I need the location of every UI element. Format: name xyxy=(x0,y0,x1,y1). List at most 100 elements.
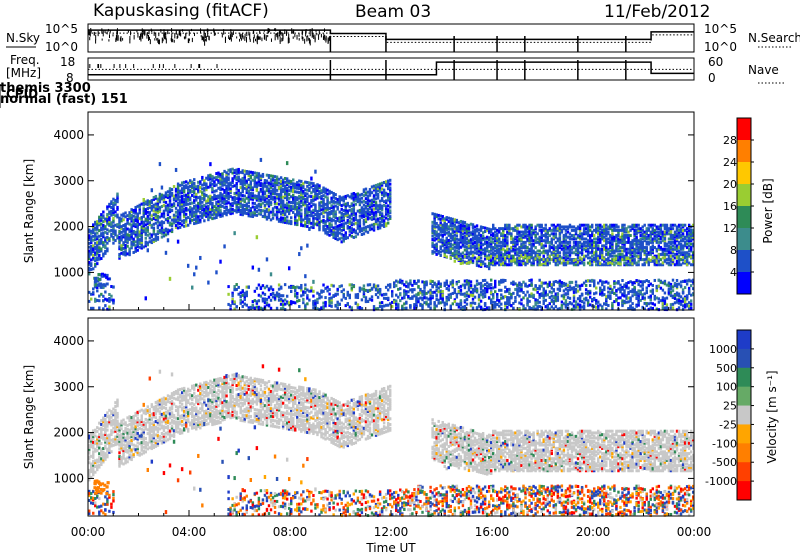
heatmap-cell xyxy=(145,237,147,240)
heatmap-cell xyxy=(387,288,389,291)
heatmap-cell xyxy=(389,215,391,218)
heatmap-cell xyxy=(324,296,326,299)
heatmap-cell xyxy=(112,236,114,239)
heatmap-cell xyxy=(302,298,304,301)
heatmap-cell xyxy=(520,288,522,291)
heatmap-cell xyxy=(357,233,359,236)
heatmap-cell xyxy=(116,214,118,217)
heatmap-cell xyxy=(322,198,324,201)
heatmap-cell xyxy=(322,215,324,218)
heatmap-cell xyxy=(454,260,456,263)
heatmap-cell xyxy=(413,288,415,291)
heatmap-cell xyxy=(108,305,110,308)
heatmap-cell xyxy=(171,228,173,231)
heatmap-cell xyxy=(385,293,387,296)
heatmap-cell xyxy=(480,256,482,259)
heatmap-cell xyxy=(442,298,444,301)
heatmap-cell xyxy=(476,289,478,292)
heatmap-cell xyxy=(167,238,169,242)
heatmap-cell xyxy=(341,299,343,302)
heatmap-cell xyxy=(439,283,441,286)
heatmap-cell xyxy=(522,291,524,294)
heatmap-cell xyxy=(389,209,391,212)
heatmap-cell xyxy=(233,300,235,303)
heatmap-cell xyxy=(456,234,458,237)
heatmap-cell xyxy=(579,297,581,300)
heatmap-cell xyxy=(235,305,237,308)
heatmap-cell xyxy=(452,280,454,283)
heatmap-cell xyxy=(227,176,229,179)
heatmap-cell xyxy=(454,300,456,303)
heatmap-cell xyxy=(349,296,351,299)
heatmap-cell xyxy=(540,285,542,288)
heatmap-cell xyxy=(266,257,268,261)
heatmap-cell xyxy=(389,179,391,182)
heatmap-cell xyxy=(343,288,345,291)
heatmap-cell xyxy=(112,302,114,305)
heatmap-cell xyxy=(290,221,292,225)
heatmap-cell xyxy=(106,232,108,235)
nave-tick-top: 60 xyxy=(708,55,723,69)
heatmap-cell xyxy=(381,212,383,215)
heatmap-cell xyxy=(532,294,534,297)
heatmap-cell xyxy=(405,301,407,304)
heatmap-cell xyxy=(92,267,94,270)
heatmap-cell xyxy=(312,290,314,293)
heatmap-cell xyxy=(506,306,508,309)
heatmap-cell xyxy=(530,224,532,227)
heatmap-cell xyxy=(417,285,419,288)
heatmap-cell xyxy=(205,182,207,185)
heatmap-cell xyxy=(498,237,500,240)
heatmap-cell xyxy=(286,161,288,165)
heatmap-cell xyxy=(353,285,355,288)
heatmap-cell xyxy=(195,266,197,270)
heatmap-cell xyxy=(102,211,104,214)
heatmap-cell xyxy=(496,295,498,298)
heatmap-cell xyxy=(454,288,456,291)
heatmap-cell xyxy=(296,292,298,295)
heatmap-cell xyxy=(494,282,496,285)
heatmap-cell xyxy=(246,291,248,295)
heatmap-cell xyxy=(187,264,189,268)
heatmap-cell xyxy=(308,299,310,302)
heatmap-cell xyxy=(409,304,411,307)
heatmap-cell xyxy=(446,255,448,258)
heatmap-cell xyxy=(351,306,353,309)
freq-tick-top: 18 xyxy=(60,55,75,69)
heatmap-cell xyxy=(563,295,565,298)
heatmap-cell xyxy=(203,219,205,222)
heatmap-cell xyxy=(159,162,161,166)
heatmap-cell xyxy=(460,289,462,292)
heatmap-cell xyxy=(304,283,306,286)
heatmap-cell xyxy=(322,284,324,287)
cpid-segment-label: themis 3300 xyxy=(0,81,91,96)
heatmap-cell xyxy=(106,242,108,245)
heatmap-cell xyxy=(377,193,379,196)
heatmap-cell xyxy=(547,293,549,296)
heatmap-cell xyxy=(328,288,330,291)
heatmap-cell xyxy=(132,238,134,241)
heatmap-cell xyxy=(450,296,452,299)
heatmap-cell xyxy=(389,206,391,209)
heatmap-cell xyxy=(336,307,338,310)
heatmap-cell xyxy=(233,231,235,235)
heatmap-cell xyxy=(349,294,351,297)
date-title: 11/Feb/2012 xyxy=(604,2,710,22)
heatmap-cell xyxy=(310,177,312,181)
heatmap-cell xyxy=(191,286,193,290)
heatmap-cell xyxy=(268,304,270,307)
heatmap-cell xyxy=(466,298,468,301)
heatmap-cell xyxy=(173,185,175,188)
heatmap-cell xyxy=(318,184,320,187)
heatmap-cell xyxy=(147,248,149,252)
heatmap-cell xyxy=(100,247,102,250)
heatmap-cell xyxy=(543,255,545,258)
heatmap-cell xyxy=(534,246,536,249)
heatmap-cell xyxy=(260,295,262,298)
heatmap-cell xyxy=(332,284,334,287)
heatmap-cell xyxy=(474,302,476,305)
heatmap-cell xyxy=(298,252,300,256)
heatmap-cell xyxy=(254,290,256,293)
heatmap-cell xyxy=(480,300,482,303)
